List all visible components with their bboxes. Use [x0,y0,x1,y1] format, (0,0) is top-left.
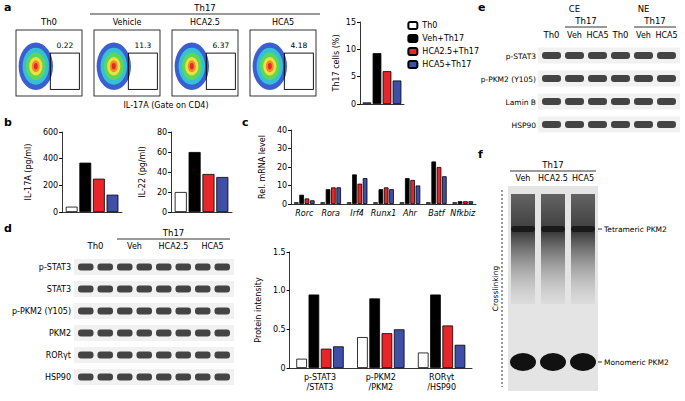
svg-text:Ahr: Ahr [402,209,418,218]
svg-text:0: 0 [53,208,58,217]
svg-text:HCA2.5: HCA2.5 [538,174,568,183]
svg-text:HCA5: HCA5 [272,18,294,27]
svg-text:e: e [478,1,485,14]
svg-text:Nfkbiz: Nfkbiz [450,209,476,218]
svg-text:20: 20 [277,163,287,172]
svg-text:Th0: Th0 [421,21,437,30]
svg-text:10: 10 [277,181,287,190]
svg-text:Th17: Th17 [574,16,596,26]
svg-text:Th17: Th17 [541,160,563,170]
svg-text:Rora: Rora [321,209,340,218]
svg-text:PKM2: PKM2 [49,329,71,338]
svg-text:Th17 cells (%): Th17 cells (%) [332,35,341,93]
svg-text:Veh: Veh [127,242,142,251]
svg-text:IL-17A (pg/ml): IL-17A (pg/ml) [24,144,33,201]
svg-text:IL-17A (Gate on CD4): IL-17A (Gate on CD4) [123,101,208,110]
svg-text:Th0: Th0 [543,30,560,40]
svg-text:0: 0 [162,208,167,217]
svg-text:RORγt: RORγt [46,351,71,360]
svg-text:Th0: Th0 [87,241,104,251]
svg-text:HCA2.5: HCA2.5 [190,18,220,27]
svg-text:Lamin B: Lamin B [506,98,536,107]
svg-text:/PKM2: /PKM2 [368,383,393,392]
svg-text:Veh: Veh [636,31,651,40]
svg-text:0: 0 [281,364,286,373]
svg-text:HCA5+Th17: HCA5+Th17 [422,60,471,69]
svg-text:4.18: 4.18 [290,41,307,50]
svg-text:40: 40 [277,126,287,135]
svg-text:400: 400 [43,154,58,163]
svg-text:1.0: 1.0 [273,286,286,295]
svg-text:Th0: Th0 [612,30,629,40]
svg-text:0.22: 0.22 [56,41,73,50]
svg-text:HCA2.5+Th17: HCA2.5+Th17 [422,47,479,56]
svg-text:11.3: 11.3 [134,41,151,50]
svg-text:p-PKM2 (Y105): p-PKM2 (Y105) [12,307,71,316]
svg-text:HCA2.5: HCA2.5 [159,242,189,251]
svg-text:Vehicle: Vehicle [113,18,142,27]
svg-text:60: 60 [157,148,167,157]
svg-text:Veh+Th17: Veh+Th17 [422,34,464,43]
svg-text:p-STAT3: p-STAT3 [39,263,71,272]
svg-text:30: 30 [277,144,287,153]
svg-text:c: c [242,116,249,129]
svg-text:1.5: 1.5 [273,248,286,257]
svg-text:HCA5: HCA5 [655,31,677,40]
svg-text:p-STAT3: p-STAT3 [304,373,336,382]
svg-text:80: 80 [157,128,167,137]
svg-text:0: 0 [351,100,356,109]
svg-text:40: 40 [157,168,167,177]
svg-text:p-PKM2: p-PKM2 [366,373,396,382]
svg-text:HCA5: HCA5 [201,242,223,251]
svg-text:600: 600 [43,128,58,137]
svg-text:Veh: Veh [567,31,582,40]
svg-text:6.37: 6.37 [212,41,229,50]
svg-text:Rorc: Rorc [295,209,314,218]
svg-text:HSP90: HSP90 [45,373,71,382]
svg-text:Rel. mRNA level: Rel. mRNA level [258,135,267,199]
svg-text:Crosslinking: Crosslinking [491,266,500,312]
svg-text:5: 5 [351,72,356,81]
svg-text:200: 200 [43,181,58,190]
svg-text:Protein intensity: Protein intensity [254,277,263,343]
svg-text:f: f [478,148,483,161]
svg-text:15: 15 [346,18,356,27]
svg-text:CE: CE [569,4,580,14]
svg-text:Th17: Th17 [162,228,184,238]
svg-text:Th0: Th0 [40,17,57,27]
svg-text:Batf: Batf [428,209,446,218]
svg-text:Th17: Th17 [193,3,215,13]
svg-text:d: d [4,222,12,235]
svg-text:Monomeric PKM2: Monomeric PKM2 [604,358,669,367]
svg-text:Tetrameric PKM2: Tetrameric PKM2 [603,225,667,234]
svg-text:0: 0 [282,200,287,209]
svg-text:Runx1: Runx1 [371,209,397,218]
svg-text:b: b [4,116,12,129]
svg-text:HCA5: HCA5 [572,174,594,183]
svg-text:/STAT3: /STAT3 [307,383,334,392]
svg-text:Veh: Veh [516,174,531,183]
svg-text:20: 20 [157,188,167,197]
svg-text:RORγt: RORγt [429,373,454,382]
svg-text:STAT3: STAT3 [47,285,71,294]
svg-text:0.5: 0.5 [273,325,286,334]
svg-text:a: a [4,1,11,14]
svg-text:Irf4: Irf4 [350,209,364,218]
svg-text:p-PKM2 (Y105): p-PKM2 (Y105) [481,75,536,84]
svg-text:10: 10 [346,45,356,54]
svg-text:p-STAT3: p-STAT3 [506,52,536,61]
svg-text:/HSP90: /HSP90 [427,383,456,392]
svg-text:IL-22 (pg/ml): IL-22 (pg/ml) [138,146,147,197]
svg-text:Th17: Th17 [643,16,665,26]
svg-text:NE: NE [638,4,650,14]
svg-text:HSP90: HSP90 [512,121,537,130]
svg-text:HCA5: HCA5 [586,31,608,40]
